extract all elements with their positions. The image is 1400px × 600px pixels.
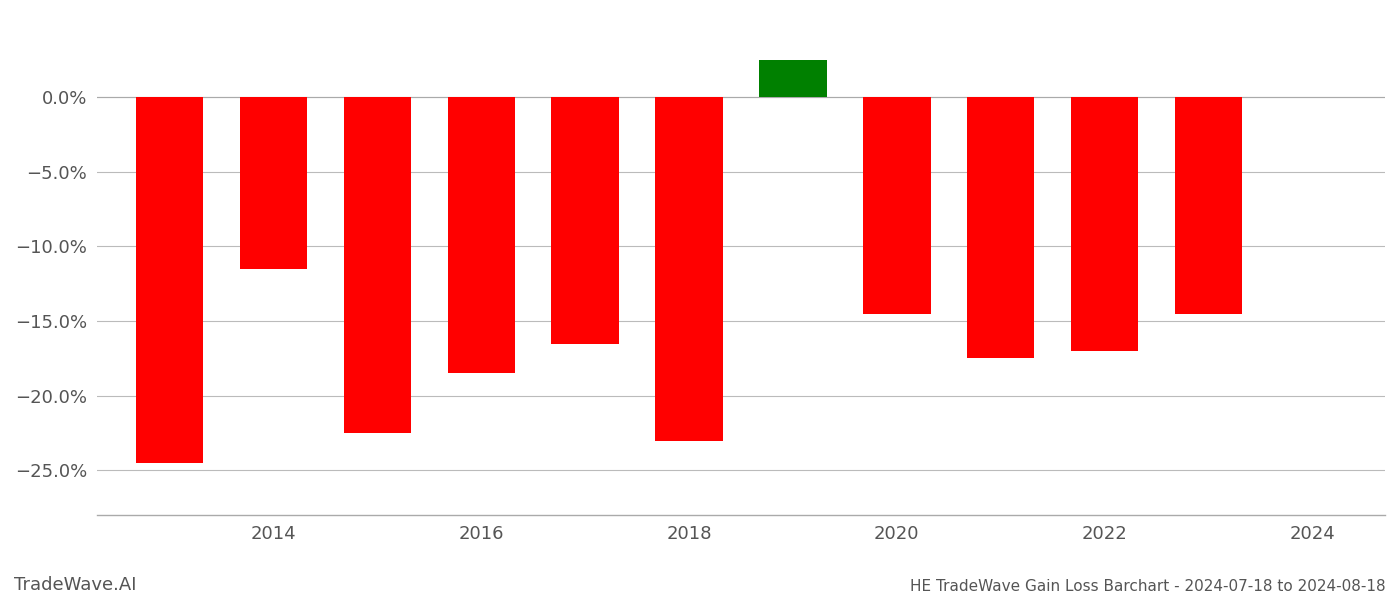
Bar [862, 97, 931, 314]
Bar [759, 60, 826, 97]
Bar [448, 97, 515, 373]
Bar [967, 97, 1035, 358]
Bar [655, 97, 722, 440]
Bar [136, 97, 203, 463]
Bar [239, 97, 308, 269]
Bar [1071, 97, 1138, 351]
Text: HE TradeWave Gain Loss Barchart - 2024-07-18 to 2024-08-18: HE TradeWave Gain Loss Barchart - 2024-0… [910, 579, 1386, 594]
Bar [552, 97, 619, 344]
Text: TradeWave.AI: TradeWave.AI [14, 576, 137, 594]
Bar [1175, 97, 1242, 314]
Bar [343, 97, 412, 433]
